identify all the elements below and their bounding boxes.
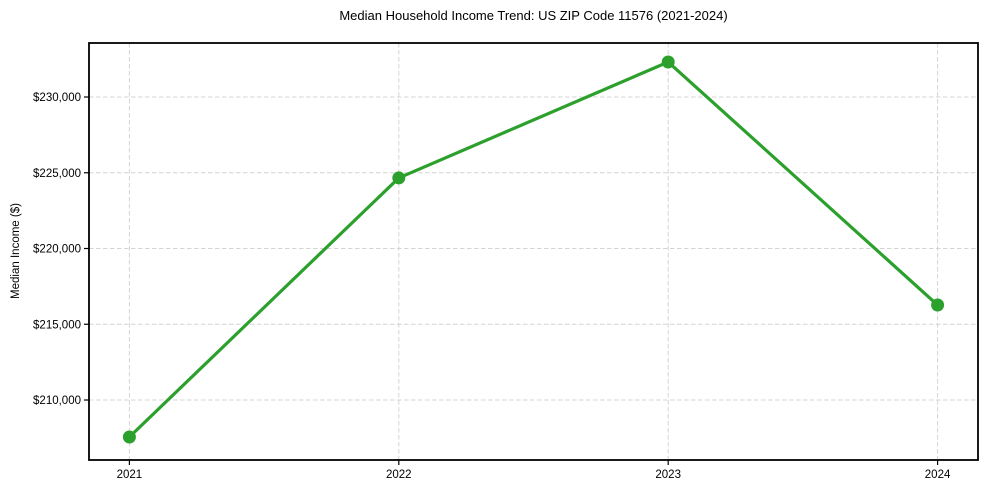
y-tick-label: $210,000 [33,395,81,407]
y-tick-label: $230,000 [33,92,81,104]
trend-line [128,60,939,439]
chart-title: Median Household Income Trend: US ZIP Co… [339,8,728,23]
x-tick-label: 2024 [925,469,951,481]
data-point-marker [392,171,406,185]
axis-border [88,42,979,461]
x-tick-label: 2021 [117,469,143,481]
data-point-marker [931,298,945,312]
x-tick-label: 2023 [655,469,681,481]
x-tick-label: 2022 [386,469,412,481]
y-tick-label: $220,000 [33,244,81,256]
data-point-marker [661,55,675,69]
y-tick-label: $225,000 [33,168,81,180]
y-tick-label: $215,000 [33,319,81,331]
data-point-marker [122,430,136,444]
